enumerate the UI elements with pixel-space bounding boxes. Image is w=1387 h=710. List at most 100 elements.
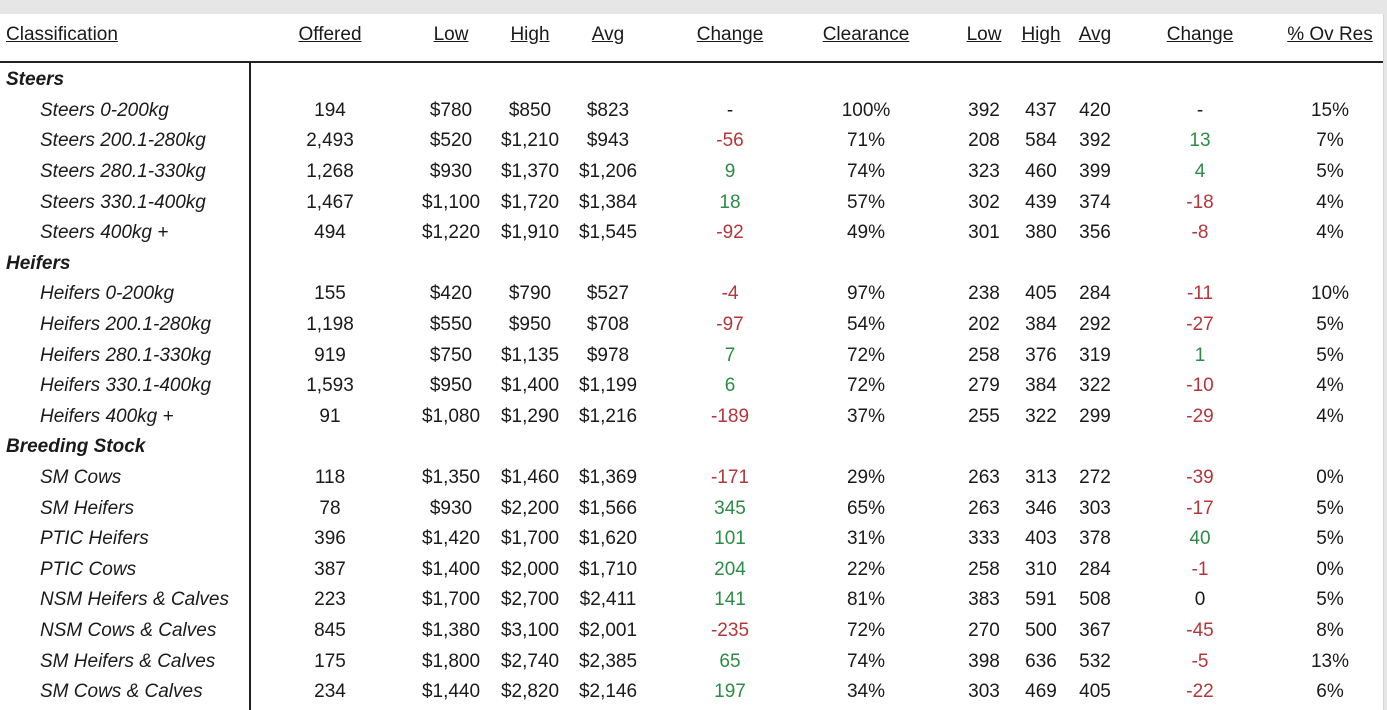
cell-avg: $943 <box>586 130 630 152</box>
cell-clearance-change: 40 <box>1189 528 1211 550</box>
cell-high: $3,100 <box>500 620 560 642</box>
cell-high: $2,200 <box>500 497 560 519</box>
cell-clearance-high: 437 <box>1025 99 1057 121</box>
cell-clearance-low: 258 <box>968 558 1000 580</box>
cell-clearance-change: -27 <box>1186 314 1214 336</box>
cell-avg: $1,545 <box>578 222 638 244</box>
table-row: Heifers 200.1-280kg 1,198 $550 $950 $708 -97 5… <box>0 310 1383 341</box>
cell-clearance-high: 500 <box>1025 620 1057 642</box>
cell-ov-res: 5% <box>1316 589 1344 611</box>
cell-change: 197 <box>714 681 746 703</box>
cell-offered: 2,493 <box>306 130 354 152</box>
cell-high: $1,400 <box>500 375 560 397</box>
table-row: Heifers 330.1-400kg 1,593 $950 $1,400 $1,199… <box>0 371 1383 402</box>
cell-ov-res: 4% <box>1316 375 1344 397</box>
cell-change: 141 <box>714 589 746 611</box>
cell-clearance-high: 310 <box>1025 558 1057 580</box>
table-row: Steers 330.1-400kg 1,467 $1,100 $1,720 $1,38… <box>0 187 1383 218</box>
table-row: Heifers 280.1-330kg 919 $750 $1,135 $978 7 72%… <box>0 340 1383 371</box>
cell-clearance-avg: 532 <box>1079 650 1111 672</box>
cell-clearance-low: 202 <box>968 314 1000 336</box>
cell-clearance: 72% <box>846 344 886 366</box>
cell-offered: 1,268 <box>306 161 354 183</box>
cell-change: - <box>726 99 734 121</box>
row-label: Steers 200.1-280kg <box>40 130 206 152</box>
cell-clearance-avg: 405 <box>1079 681 1111 703</box>
cell-clearance-low: 263 <box>968 497 1000 519</box>
cell-clearance-change: -8 <box>1191 222 1209 244</box>
cell-clearance-high: 439 <box>1025 191 1057 213</box>
cell-high: $2,820 <box>500 681 560 703</box>
category-label: Breeding Stock <box>6 436 146 458</box>
row-label: Heifers 280.1-330kg <box>40 344 212 366</box>
cell-high: $1,290 <box>500 405 560 427</box>
cell-clearance: 49% <box>846 222 886 244</box>
cell-low: $1,220 <box>421 222 481 244</box>
cell-change: -235 <box>710 620 750 642</box>
cell-clearance-avg: 303 <box>1079 497 1111 519</box>
cell-low: $420 <box>429 283 473 305</box>
row-label: Steers 280.1-330kg <box>40 161 206 183</box>
cell-clearance-change: 1 <box>1194 344 1206 366</box>
table-row: Steers 200.1-280kg 2,493 $520 $1,210 $943 -56… <box>0 126 1383 157</box>
cell-offered: 845 <box>314 620 346 642</box>
cell-low: $550 <box>429 314 473 336</box>
cell-high: $2,700 <box>500 589 560 611</box>
cell-low: $1,400 <box>421 558 481 580</box>
cell-clearance-low: 392 <box>968 99 1000 121</box>
row-label: SM Heifers & Calves <box>40 650 216 672</box>
cell-high: $850 <box>508 99 552 121</box>
cell-low: $1,700 <box>421 589 481 611</box>
cell-clearance-avg: 284 <box>1079 558 1111 580</box>
cell-avg: $1,216 <box>578 405 638 427</box>
cell-high: $1,720 <box>500 191 560 213</box>
table-row: Steers 400kg + 494 $1,220 $1,910 $1,545 -92 49… <box>0 218 1383 249</box>
column-header-low: Low <box>433 24 469 45</box>
cell-clearance-high: 346 <box>1025 497 1057 519</box>
cell-clearance-avg: 319 <box>1079 344 1111 366</box>
cell-offered: 919 <box>314 344 346 366</box>
table-row: NSM Heifers & Calves 223 $1,700 $2,700 $2,41… <box>0 585 1383 616</box>
cell-ov-res: 5% <box>1316 497 1344 519</box>
cell-ov-res: 0% <box>1316 558 1344 580</box>
cell-clearance-avg: 299 <box>1079 405 1111 427</box>
column-header-clearance: Clearance <box>822 24 910 45</box>
row-label: SM Cows <box>40 467 122 489</box>
row-label: NSM Cows & Calves <box>40 620 217 642</box>
cell-clearance: 65% <box>846 497 886 519</box>
cell-clearance-avg: 508 <box>1079 589 1111 611</box>
cell-high: $2,740 <box>500 650 560 672</box>
cell-high: $950 <box>508 314 552 336</box>
cell-clearance-change: -11 <box>1186 283 1214 305</box>
cell-clearance-low: 303 <box>968 681 1000 703</box>
cell-ov-res: 13% <box>1310 650 1350 672</box>
cell-avg: $2,385 <box>578 650 638 672</box>
cell-ov-res: 5% <box>1316 344 1344 366</box>
cell-clearance-avg: 374 <box>1079 191 1111 213</box>
cell-clearance-high: 322 <box>1025 405 1057 427</box>
category-label: Steers <box>6 69 65 91</box>
cell-change: -4 <box>721 283 739 305</box>
table-row: SM Cows & Calves 234 $1,440 $2,820 $2,146 197… <box>0 677 1383 708</box>
column-header-clearance-low: Low <box>966 24 1002 45</box>
cell-change: -171 <box>710 467 750 489</box>
cell-clearance-change: - <box>1196 99 1204 121</box>
cell-avg: $1,710 <box>578 558 638 580</box>
cell-change: 6 <box>724 375 736 397</box>
cell-offered: 234 <box>314 681 346 703</box>
cell-low: $930 <box>429 161 473 183</box>
cell-change: 345 <box>714 497 746 519</box>
cell-clearance-low: 208 <box>968 130 1000 152</box>
cell-change: 18 <box>719 191 741 213</box>
cell-ov-res: 5% <box>1316 528 1344 550</box>
cell-low: $1,800 <box>421 650 481 672</box>
cell-clearance-avg: 367 <box>1079 620 1111 642</box>
column-header-avg: Avg <box>591 24 625 45</box>
cell-clearance-low: 383 <box>968 589 1000 611</box>
cell-clearance-change: -45 <box>1186 620 1214 642</box>
cell-low: $1,380 <box>421 620 481 642</box>
cell-change: -56 <box>716 130 744 152</box>
cell-clearance-avg: 378 <box>1079 528 1111 550</box>
column-header-high: High <box>510 24 550 45</box>
header-divider <box>0 61 1383 63</box>
